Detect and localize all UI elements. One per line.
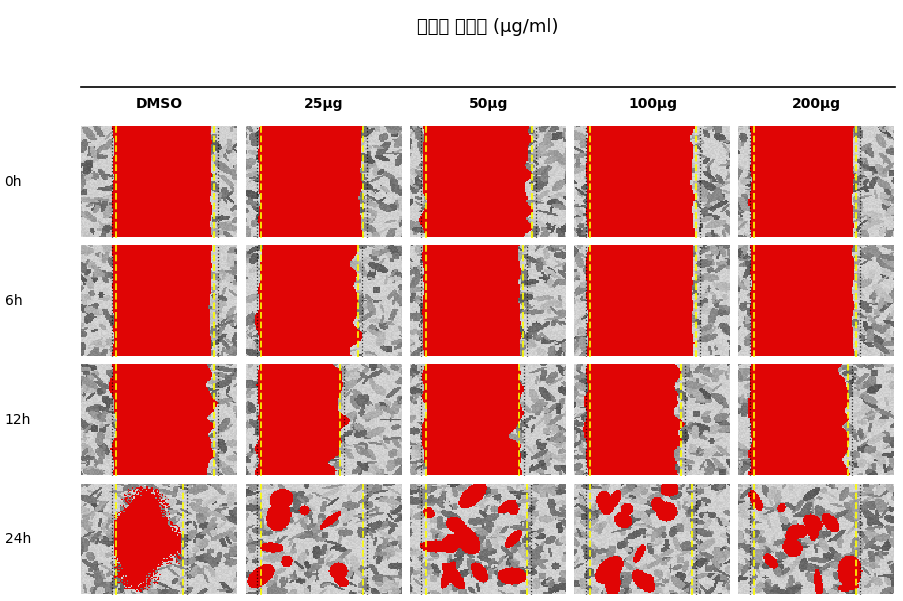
Text: 24h: 24h (5, 532, 31, 546)
Text: 12h: 12h (5, 413, 31, 427)
Text: 금화규 추출액 (μg/ml): 금화규 추출액 (μg/ml) (417, 18, 558, 36)
Text: DMSO: DMSO (135, 97, 183, 111)
Text: 200μg: 200μg (791, 97, 841, 111)
Text: 0h: 0h (5, 175, 22, 189)
Text: 6h: 6h (5, 294, 22, 308)
Text: 25μg: 25μg (303, 97, 343, 111)
Text: 100μg: 100μg (628, 97, 676, 111)
Text: 50μg: 50μg (468, 97, 507, 111)
